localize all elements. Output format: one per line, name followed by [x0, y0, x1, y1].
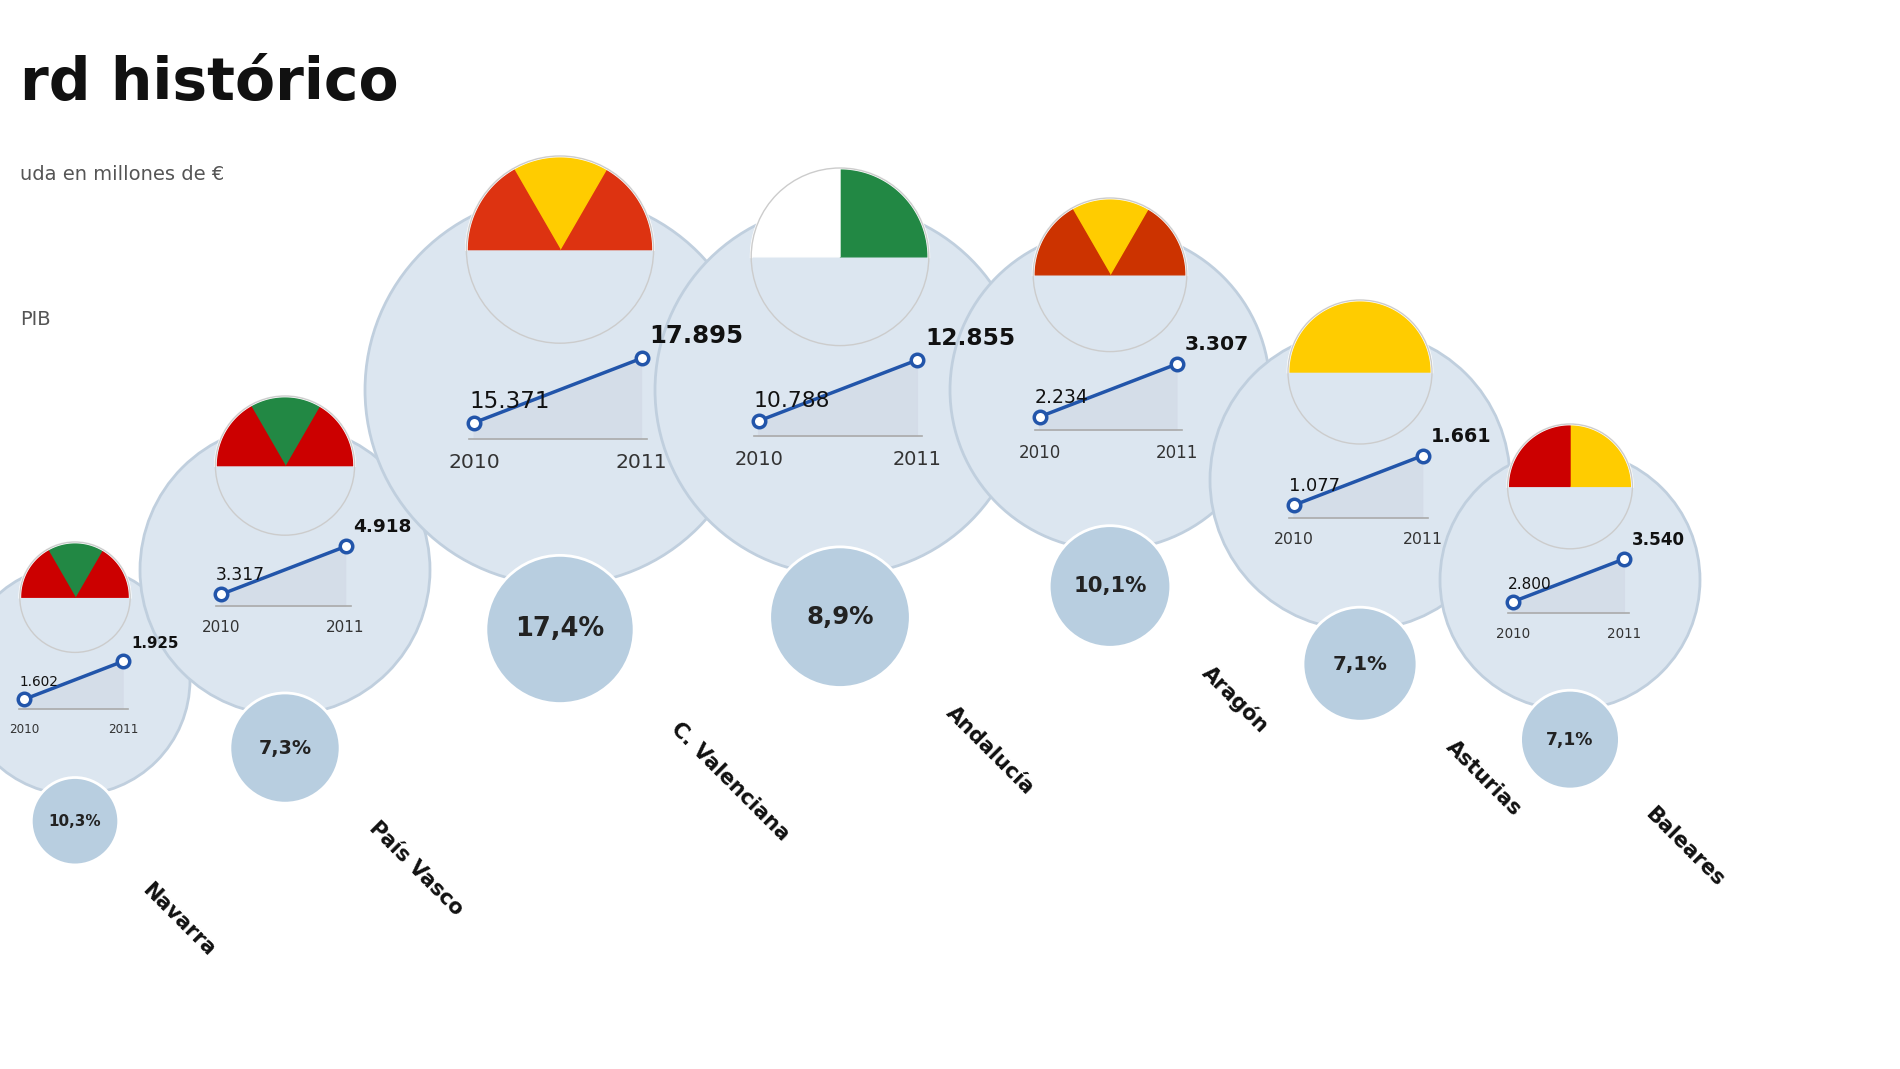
- Text: 17.895: 17.895: [650, 324, 743, 348]
- Text: 2010: 2010: [201, 620, 241, 635]
- Circle shape: [230, 693, 340, 803]
- Polygon shape: [750, 168, 840, 257]
- Text: 4.918: 4.918: [353, 518, 412, 537]
- Circle shape: [1049, 526, 1170, 648]
- Text: 10.788: 10.788: [754, 391, 830, 410]
- Polygon shape: [1569, 424, 1632, 486]
- Text: 2010: 2010: [1495, 626, 1530, 640]
- Circle shape: [365, 195, 754, 585]
- Text: 7,1%: 7,1%: [1332, 654, 1387, 673]
- Text: rd histórico: rd histórico: [21, 55, 399, 112]
- Polygon shape: [48, 542, 103, 598]
- Text: 3.307: 3.307: [1186, 335, 1248, 354]
- Text: 2011: 2011: [616, 453, 667, 471]
- Polygon shape: [19, 549, 74, 598]
- Polygon shape: [1507, 424, 1569, 486]
- Text: 2011: 2011: [1402, 531, 1442, 546]
- Polygon shape: [671, 362, 739, 418]
- Text: 2010: 2010: [733, 450, 783, 469]
- Polygon shape: [1072, 198, 1148, 275]
- Polygon shape: [560, 169, 654, 249]
- Text: 2010: 2010: [448, 453, 500, 471]
- Text: 2.234: 2.234: [1036, 388, 1089, 407]
- Text: 2010: 2010: [1018, 444, 1060, 462]
- Text: 2011: 2011: [108, 723, 139, 735]
- Polygon shape: [251, 396, 319, 466]
- Text: 7,1%: 7,1%: [1547, 730, 1594, 748]
- Text: 10,3%: 10,3%: [49, 814, 101, 828]
- Text: PIB: PIB: [21, 310, 51, 329]
- Text: 1.925: 1.925: [131, 636, 179, 651]
- Text: 7,3%: 7,3%: [258, 739, 312, 758]
- Circle shape: [770, 547, 910, 687]
- Text: 2011: 2011: [327, 620, 365, 635]
- Polygon shape: [220, 546, 346, 606]
- Text: 1.602: 1.602: [19, 676, 59, 690]
- Polygon shape: [1039, 365, 1176, 430]
- Polygon shape: [840, 168, 929, 257]
- Text: 17,4%: 17,4%: [515, 617, 604, 642]
- Circle shape: [950, 230, 1269, 549]
- Text: 2011: 2011: [1607, 626, 1642, 640]
- Text: 1.661: 1.661: [1431, 427, 1492, 446]
- Text: 3.540: 3.540: [1632, 531, 1685, 548]
- Text: Asturias: Asturias: [1442, 737, 1526, 819]
- Polygon shape: [1034, 208, 1110, 275]
- Text: 2010: 2010: [10, 723, 40, 735]
- Text: Navarra: Navarra: [139, 880, 218, 960]
- Text: 2010: 2010: [1275, 531, 1315, 546]
- Circle shape: [0, 566, 190, 795]
- Polygon shape: [513, 156, 606, 249]
- Polygon shape: [382, 465, 426, 521]
- Polygon shape: [1220, 407, 1258, 466]
- Text: 8,9%: 8,9%: [806, 605, 874, 630]
- Circle shape: [30, 777, 118, 865]
- Text: uda en millones de €: uda en millones de €: [21, 165, 224, 184]
- Polygon shape: [1512, 559, 1624, 613]
- Text: País Vasco: País Vasco: [365, 818, 467, 920]
- Text: Baleares: Baleares: [1642, 804, 1727, 890]
- Text: 12.855: 12.855: [925, 327, 1015, 350]
- Text: 2.800: 2.800: [1509, 577, 1552, 592]
- Text: 2011: 2011: [893, 450, 942, 469]
- Text: 10,1%: 10,1%: [1074, 576, 1148, 597]
- Polygon shape: [1294, 455, 1423, 517]
- Circle shape: [1520, 691, 1619, 789]
- Polygon shape: [154, 606, 182, 656]
- Text: 1.077: 1.077: [1288, 477, 1339, 495]
- Polygon shape: [1450, 503, 1497, 564]
- Text: Aragón: Aragón: [1199, 663, 1273, 738]
- Circle shape: [141, 425, 429, 715]
- Text: 2011: 2011: [1155, 444, 1199, 462]
- Circle shape: [1210, 330, 1510, 630]
- Text: Andalucía: Andalucía: [942, 702, 1037, 799]
- Polygon shape: [215, 405, 285, 466]
- Polygon shape: [466, 169, 560, 249]
- Polygon shape: [758, 360, 918, 436]
- Text: 15.371: 15.371: [469, 390, 549, 413]
- Polygon shape: [1288, 300, 1433, 372]
- Polygon shape: [963, 362, 1011, 418]
- Polygon shape: [74, 549, 131, 598]
- Polygon shape: [1110, 208, 1188, 275]
- Circle shape: [1303, 607, 1417, 722]
- Circle shape: [486, 556, 635, 703]
- Polygon shape: [475, 358, 642, 438]
- Polygon shape: [285, 405, 355, 466]
- Polygon shape: [25, 662, 124, 709]
- Text: 3.317: 3.317: [217, 567, 266, 585]
- Circle shape: [1440, 450, 1700, 710]
- Text: C. Valenciana: C. Valenciana: [667, 718, 792, 845]
- Circle shape: [656, 205, 1024, 575]
